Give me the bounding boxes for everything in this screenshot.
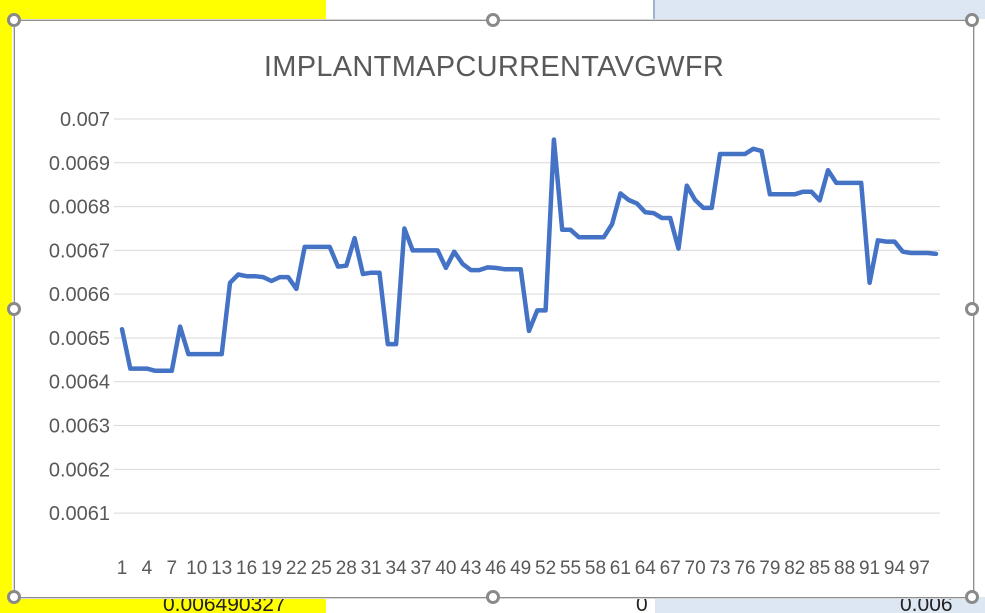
y-tick-label: 0.0068	[49, 197, 110, 219]
x-tick-label: 40	[435, 558, 456, 579]
yellow-cell-top[interactable]	[0, 0, 326, 20]
resize-handle-top-middle[interactable]	[486, 13, 500, 27]
y-tick-label: 0.0063	[49, 416, 110, 438]
resize-handle-bottom-middle[interactable]	[486, 590, 500, 604]
x-tick-label: 34	[386, 558, 408, 579]
x-tick-label: 7	[167, 558, 178, 579]
x-tick-label: 58	[585, 558, 606, 579]
x-tick-label: 16	[236, 558, 257, 579]
x-tick-label: 73	[709, 558, 730, 579]
x-tick-label: 37	[410, 558, 431, 579]
series-line[interactable]	[119, 137, 939, 374]
selected-cell-border	[653, 0, 655, 19]
x-tick-label: 13	[211, 558, 232, 579]
resize-handle-top-right[interactable]	[965, 13, 979, 27]
chart-area[interactable]: IMPLANTMAPCURRENTAVGWFR 0.0061 0.0062 0.00…	[14, 20, 974, 598]
y-tick-label: 0.0066	[49, 284, 110, 306]
x-tick-label: 97	[909, 558, 930, 579]
resize-handle-middle-right[interactable]	[965, 302, 979, 316]
yellow-cell-bottom[interactable]	[0, 597, 326, 613]
y-tick-label: 0.0065	[49, 328, 110, 350]
x-tick-label: 52	[535, 558, 556, 579]
x-tick-label: 49	[510, 558, 531, 579]
x-tick-label: 88	[834, 558, 855, 579]
y-tick-label: 0.0062	[49, 459, 110, 481]
resize-handle-bottom-right[interactable]	[965, 590, 979, 604]
resize-handle-bottom-left[interactable]	[7, 590, 21, 604]
x-tick-label: 25	[311, 558, 332, 579]
x-tick-label: 10	[186, 558, 207, 579]
chart-title[interactable]: IMPLANTMAPCURRENTAVGWFR	[263, 51, 725, 83]
x-tick-label: 31	[361, 558, 382, 579]
x-tick-label: 55	[560, 558, 581, 579]
x-tick-label: 61	[610, 558, 631, 579]
x-tick-label: 85	[809, 558, 830, 579]
x-tick-label: 64	[635, 558, 657, 579]
x-tick-label: 43	[460, 558, 481, 579]
x-tick-label: 22	[286, 558, 307, 579]
selected-cell-top-right[interactable]	[655, 0, 985, 19]
y-tick-label: 0.0067	[49, 240, 110, 262]
x-tick-label: 67	[660, 558, 681, 579]
x-tick-label: 1	[117, 558, 128, 579]
x-tick-label: 46	[485, 558, 506, 579]
cell-value-peek-right: 0.006	[900, 593, 953, 613]
y-tick-label: 0.007	[60, 109, 110, 131]
x-tick-label: 91	[859, 558, 880, 579]
resize-handle-middle-left[interactable]	[7, 302, 21, 316]
resize-handle-top-left[interactable]	[7, 13, 21, 27]
x-tick-label: 70	[685, 558, 706, 579]
y-tick-label: 0.0061	[49, 503, 110, 525]
x-tick-label: 94	[884, 558, 906, 579]
cell-value-peek-middle: 0	[636, 593, 648, 613]
yellow-cell-left[interactable]	[0, 20, 12, 613]
x-tick-label: 79	[759, 558, 780, 579]
y-tick-label: 0.0069	[49, 153, 110, 175]
x-tick-label: 4	[142, 558, 153, 579]
x-tick-label: 19	[261, 558, 282, 579]
cell-value-peek-left: 0.006490327	[163, 593, 286, 613]
y-tick-label: 0.0064	[49, 372, 110, 394]
x-tick-label: 76	[734, 558, 755, 579]
x-tick-label: 28	[336, 558, 357, 579]
plot-area[interactable]: 0.0061 0.0062 0.0063 0.0064 0.0065 0.0066 0.00…	[15, 21, 973, 597]
x-tick-label: 82	[784, 558, 805, 579]
selected-cell-bottom-right[interactable]	[655, 597, 985, 613]
